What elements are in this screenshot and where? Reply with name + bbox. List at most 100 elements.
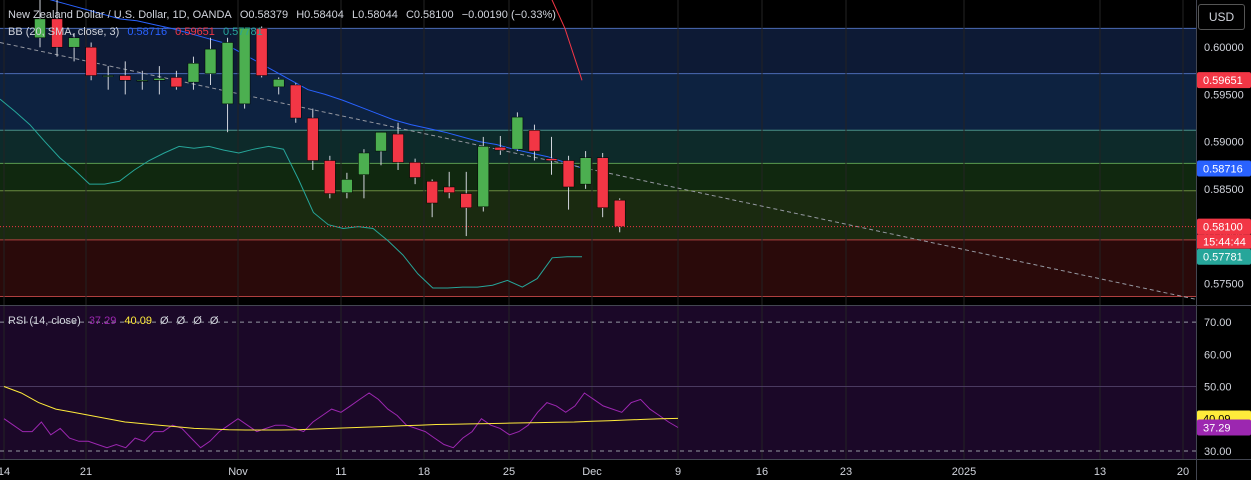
candle bbox=[272, 77, 285, 95]
candle-body bbox=[375, 131, 387, 152]
rsi-extra-1: Ø bbox=[160, 315, 169, 327]
bb-basis-value: 0.58716 bbox=[127, 26, 168, 38]
rsi-pane-bg bbox=[0, 306, 1196, 459]
time-tick-label: Nov bbox=[228, 466, 248, 478]
rsi-price-label-bg bbox=[1197, 419, 1251, 436]
ohlc-low: L0.58044 bbox=[351, 9, 398, 21]
ohlc-high: H0.58404 bbox=[296, 9, 344, 21]
rsi-tick-label: 30.00 bbox=[1204, 446, 1232, 458]
candle bbox=[34, 0, 46, 48]
price-tick-label: 0.59000 bbox=[1204, 137, 1244, 149]
zone-band bbox=[0, 239, 1196, 297]
candle-body bbox=[136, 80, 149, 82]
ohlc-change: −0.00190 (−0.33%) bbox=[461, 9, 556, 21]
rsi-tick-label: 60.00 bbox=[1204, 349, 1232, 361]
bb-legend[interactable]: BB (20, SMA, close, 3) 0.58716 0.59651 0… bbox=[8, 26, 268, 38]
candle bbox=[528, 124, 541, 161]
candle bbox=[375, 131, 387, 166]
candle-body bbox=[613, 199, 626, 227]
candle-body bbox=[511, 116, 524, 150]
candle bbox=[238, 28, 251, 109]
candle bbox=[255, 26, 268, 78]
candle-body bbox=[187, 63, 200, 83]
candle-body bbox=[528, 130, 541, 152]
candle bbox=[119, 61, 131, 95]
price-label: 0.57781 bbox=[1203, 252, 1243, 264]
candle bbox=[221, 37, 234, 133]
rsi-tick-label: 50.00 bbox=[1204, 382, 1232, 394]
ohlc-open: O0.58379 bbox=[239, 9, 289, 21]
candle-body bbox=[392, 133, 404, 163]
rsi-label[interactable]: RSI (14, close) bbox=[8, 315, 81, 327]
time-tick-label: 16 bbox=[756, 466, 768, 478]
candle bbox=[545, 136, 558, 175]
symbol-name[interactable]: New Zealand Dollar / U.S. Dollar, 1D, OA… bbox=[8, 9, 232, 21]
candle bbox=[324, 155, 336, 199]
candle bbox=[290, 83, 302, 123]
bb-label[interactable]: BB (20, SMA, close, 3) bbox=[8, 26, 120, 38]
candle-body bbox=[153, 78, 166, 81]
candle-body bbox=[102, 75, 114, 77]
candle-body bbox=[204, 48, 217, 74]
bb-lower-line bbox=[0, 98, 582, 289]
price-axis[interactable]: 0.600000.595000.590000.585000.580000.575… bbox=[1204, 42, 1244, 458]
candle-body bbox=[307, 117, 319, 161]
candle-body bbox=[596, 157, 609, 208]
candle bbox=[85, 42, 97, 81]
candle bbox=[187, 56, 200, 90]
candle-body bbox=[324, 160, 336, 194]
candle bbox=[409, 158, 421, 185]
time-tick-label: 9 bbox=[675, 466, 681, 478]
time-tick-label: 23 bbox=[840, 466, 852, 478]
candle-body bbox=[341, 179, 353, 193]
candle bbox=[596, 152, 609, 218]
candle bbox=[136, 70, 149, 90]
candle-body bbox=[562, 160, 575, 188]
candle bbox=[562, 155, 575, 210]
time-tick-label: 25 bbox=[503, 466, 515, 478]
price-tick-label: 0.57500 bbox=[1204, 278, 1244, 290]
currency-button[interactable]: USD bbox=[1198, 4, 1245, 30]
candle-body bbox=[290, 84, 302, 119]
candle-body bbox=[409, 162, 421, 178]
candle bbox=[477, 136, 490, 212]
zone-band bbox=[0, 73, 1196, 131]
candlesticks[interactable] bbox=[34, 0, 626, 237]
price-label: 0.58100 bbox=[1203, 222, 1243, 234]
rsi-extra-2: Ø bbox=[176, 315, 186, 327]
price-label-bg bbox=[1197, 72, 1251, 89]
candle bbox=[426, 179, 438, 218]
time-tick-label: 14 bbox=[0, 466, 10, 478]
candle-body bbox=[545, 158, 558, 161]
candle-body bbox=[68, 37, 80, 48]
time-tick-label: 20 bbox=[1177, 466, 1189, 478]
candle bbox=[204, 37, 217, 85]
rsi-extra-4: Ø bbox=[209, 315, 219, 327]
candle bbox=[511, 112, 524, 152]
candle-body bbox=[170, 77, 183, 88]
candle bbox=[494, 135, 507, 155]
axis-price-labels: 0.59651 0.58716 0.58100 0.57781 15:44:44 40.0… bbox=[0, 72, 1251, 436]
candle-body bbox=[358, 152, 370, 175]
candle-body bbox=[255, 28, 268, 76]
rsi-line bbox=[3, 392, 679, 449]
time-tick-label: 21 bbox=[80, 466, 92, 478]
symbol-legend[interactable]: New Zealand Dollar / U.S. Dollar, 1D, OA… bbox=[8, 9, 561, 21]
candle-body bbox=[85, 46, 97, 76]
candle-body bbox=[426, 181, 438, 204]
rsi-ma-value: 40.09 bbox=[124, 315, 152, 327]
time-tick-label: 13 bbox=[1094, 466, 1106, 478]
rsi-series bbox=[0, 321, 1196, 452]
candle bbox=[392, 122, 404, 170]
time-tick-label: Dec bbox=[582, 466, 602, 478]
rsi-value: 37.29 bbox=[88, 315, 117, 327]
rsi-legend[interactable]: RSI (14, close) 37.29 40.09 Ø Ø Ø Ø bbox=[8, 315, 223, 327]
candle bbox=[358, 149, 370, 199]
candle-body bbox=[494, 147, 507, 151]
time-tick-label: 18 bbox=[418, 466, 430, 478]
candle-body bbox=[443, 186, 455, 193]
price-label-bg bbox=[1197, 160, 1251, 177]
candle bbox=[443, 171, 455, 199]
time-axis[interactable]: 14 21 Nov 11 18 25 Dec 9 16 23 2025 13 20 bbox=[0, 466, 1189, 478]
